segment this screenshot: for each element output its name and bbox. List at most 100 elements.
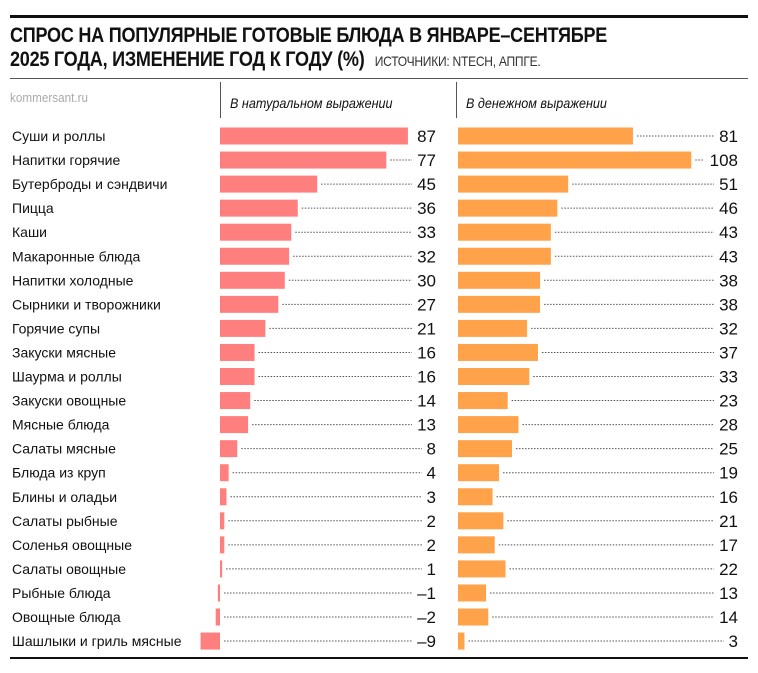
value-label: 33 [417, 223, 436, 242]
bar-money [458, 151, 692, 169]
series-header-money: В денежном выражении [466, 95, 607, 111]
bar-natural [220, 560, 223, 578]
value-label: 16 [417, 343, 436, 362]
value-label: 22 [719, 560, 738, 579]
category-label: Макаронные блюда [12, 248, 141, 264]
bar-money [458, 608, 489, 626]
bar-money [458, 295, 541, 313]
value-label: 27 [417, 295, 436, 314]
value-label: 14 [417, 392, 436, 411]
value-label: 28 [719, 416, 738, 435]
bar-money [458, 632, 465, 650]
value-label: 51 [719, 175, 738, 194]
bar-natural [220, 151, 387, 169]
value-label: 87 [417, 127, 436, 146]
category-label: Шашлыки и гриль мясные [12, 633, 182, 649]
value-label: 38 [719, 295, 738, 314]
bar-natural [220, 416, 249, 434]
bar-natural [220, 368, 255, 385]
category-label: Закуски овощные [12, 393, 126, 409]
value-label: 21 [417, 319, 436, 338]
bar-natural [200, 632, 220, 650]
bottom-rule [10, 657, 748, 659]
value-label: 3 [427, 488, 436, 507]
value-label: 77 [417, 151, 436, 170]
bar-natural [220, 223, 292, 241]
value-label: 17 [719, 536, 738, 555]
value-label: 32 [417, 247, 436, 266]
bar-money [458, 175, 569, 193]
bar-money [458, 319, 528, 337]
bar-money [458, 368, 530, 385]
bar-natural [220, 199, 298, 217]
bar-money [458, 199, 558, 217]
category-label: Овощные блюда [12, 609, 121, 625]
bar-money [458, 416, 519, 434]
bar-natural [220, 392, 251, 410]
title-rule [10, 78, 748, 79]
value-label: 8 [427, 440, 436, 459]
category-label: Сырники и творожники [12, 296, 161, 312]
bar-money [458, 536, 495, 554]
value-label: 32 [719, 319, 738, 338]
bar-money [458, 271, 541, 289]
chart-title-line2: 2025 ГОДА, ИЗМЕНЕНИЕ ГОД К ГОДУ (%) ИСТОЧ… [10, 48, 541, 72]
value-label: –1 [417, 584, 436, 603]
bar-money [458, 392, 508, 410]
value-label: 13 [417, 416, 436, 435]
bar-money [458, 488, 493, 506]
value-label: 45 [417, 175, 436, 194]
bar-natural [220, 271, 285, 289]
category-label: Пицца [12, 200, 54, 216]
value-label: 14 [719, 608, 738, 627]
bar-natural [220, 512, 225, 530]
value-label: 21 [719, 512, 738, 531]
category-label: Горячие супы [12, 320, 100, 336]
bar-natural [217, 584, 220, 602]
bar-money [458, 343, 538, 361]
value-label: 108 [710, 151, 738, 170]
value-label: 30 [417, 271, 436, 290]
bar-natural [220, 488, 227, 506]
bar-natural [220, 464, 229, 482]
value-label: 81 [719, 127, 738, 146]
bar-money [458, 560, 506, 578]
category-label: Шаурма и роллы [12, 369, 122, 385]
category-label: Блины и оладьи [12, 489, 117, 505]
sources-note: ИСТОЧНИКИ: NTECH, АППГЕ. [374, 53, 541, 69]
bar-natural [220, 319, 266, 337]
value-label: 23 [719, 392, 738, 411]
value-label: 3 [729, 632, 738, 651]
bar-money [458, 512, 504, 530]
value-label: 2 [427, 536, 436, 555]
bar-natural [220, 536, 225, 554]
bar-natural [220, 175, 318, 193]
value-label: 2 [427, 512, 436, 531]
category-label: Бутерброды и сэндвичи [12, 176, 167, 192]
site-label: kommersant.ru [10, 90, 89, 105]
category-label: Соленья овощные [12, 537, 132, 553]
category-label: Напитки холодные [12, 272, 134, 288]
value-label: –2 [417, 608, 436, 627]
value-label: 19 [719, 464, 738, 483]
category-label: Салаты мясные [12, 441, 116, 457]
series-header-natural: В натуральном выражении [230, 95, 393, 111]
value-label: 46 [719, 199, 738, 218]
category-label: Салаты овощные [12, 561, 126, 577]
value-label: 1 [427, 560, 436, 579]
bar-money [458, 440, 512, 458]
category-label: Мясные блюда [12, 417, 110, 433]
divider-right [456, 82, 457, 118]
bar-natural [215, 608, 220, 626]
bar-natural [220, 247, 290, 265]
category-label: Салаты рыбные [12, 513, 118, 529]
bar-money [458, 247, 551, 265]
bar-natural [220, 343, 255, 361]
chart-title-text: 2025 ГОДА, ИЗМЕНЕНИЕ ГОД К ГОДУ (%) [10, 48, 365, 71]
value-label: 33 [719, 368, 738, 387]
bar-money [458, 223, 551, 241]
bar-natural [220, 295, 279, 313]
value-label: –9 [417, 632, 436, 651]
value-label: 4 [427, 464, 436, 483]
